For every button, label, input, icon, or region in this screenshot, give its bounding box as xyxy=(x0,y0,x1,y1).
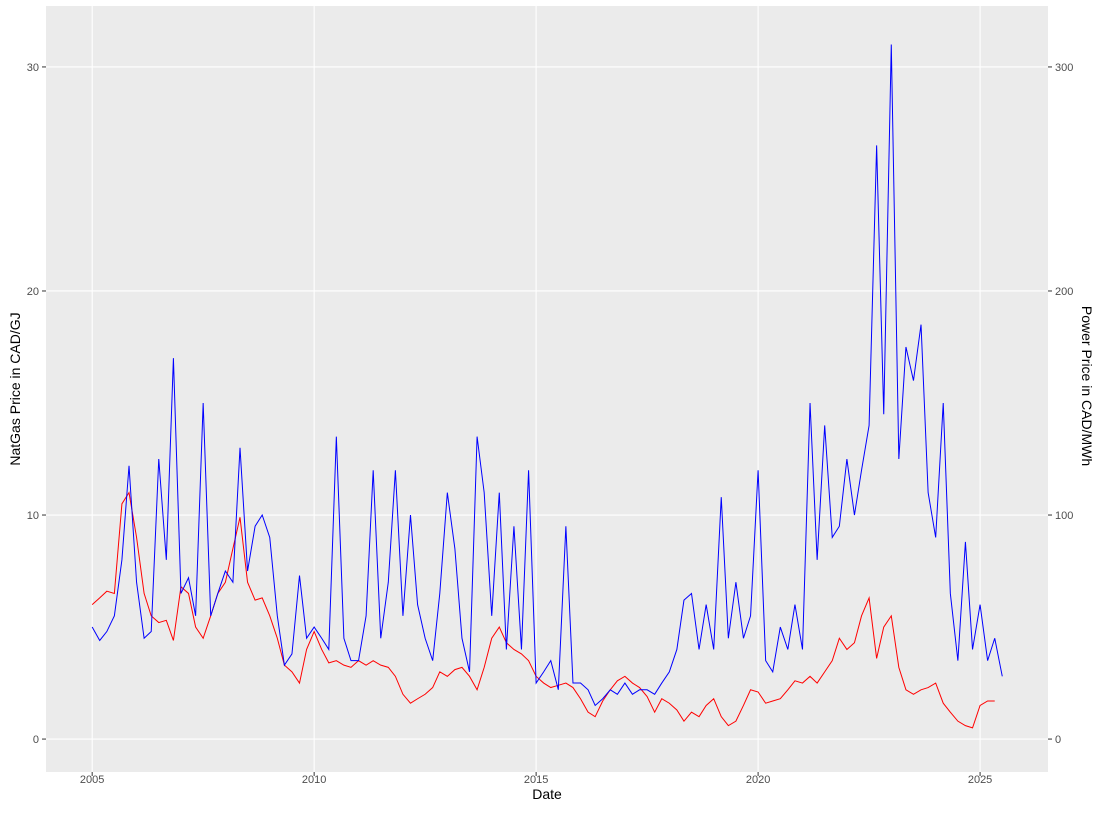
series-line xyxy=(91,491,995,729)
y-tick-label: 0 xyxy=(33,734,39,746)
y-axis-title: NatGas Price in CAD/GJ xyxy=(7,312,23,465)
x-axis-title: Date xyxy=(532,786,562,802)
y-tick-label: 10 xyxy=(27,510,39,522)
x-tick-label: 2020 xyxy=(746,774,770,786)
x-tick-label: 2010 xyxy=(302,774,326,786)
y2-tick-label: 200 xyxy=(1055,286,1073,298)
x-tick-label: 2015 xyxy=(524,774,548,786)
y-tick-label: 20 xyxy=(27,286,39,298)
y2-tick-label: 0 xyxy=(1055,734,1061,746)
x-tick-label: 2005 xyxy=(80,774,104,786)
y-tick-label: 30 xyxy=(27,62,39,74)
y2-axis-title: Power Price in CAD/MWh xyxy=(1079,306,1095,466)
y2-tick-label: 100 xyxy=(1055,510,1073,522)
y2-tick-label: 300 xyxy=(1055,62,1073,74)
series-line xyxy=(91,44,1003,707)
x-tick-label: 2025 xyxy=(968,774,992,786)
panel xyxy=(46,6,1048,772)
